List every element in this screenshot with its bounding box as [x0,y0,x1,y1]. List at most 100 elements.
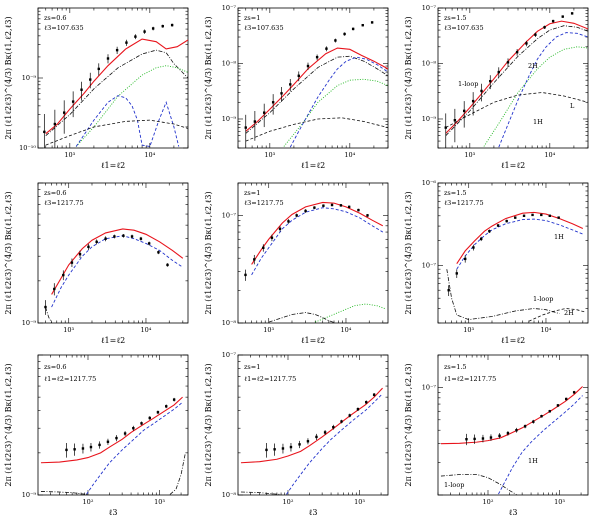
data-point [465,438,468,441]
y-tick-label: 10⁻⁸ [222,59,237,67]
series-2H [75,65,188,147]
data-point [43,130,46,134]
annotation: zs=1.5 [444,363,467,371]
y-axis-label: 2π (ℓ1ℓ2ℓ3)^(4/3) Bκ(ℓ1,ℓ2,ℓ3) [204,191,213,314]
data-point [480,237,483,241]
x-tick-label: 10⁴ [141,326,152,334]
data-point [244,273,247,277]
x-tick-label: 10³ [63,326,74,334]
series-total [251,201,384,265]
y-tick-label: 10⁻⁷ [222,211,237,219]
panel-2-1: 10² 10³ 10⁻⁷ 10⁻⁸ ℓ3 2π (ℓ1ℓ2ℓ3)^(4/3) Bκ(ℓ1,… [204,351,389,517]
annotation: ℓ3=1217.75 [44,199,84,207]
annotation: ℓ3=1217.75 [244,199,284,207]
data-point [95,240,98,244]
data-point [522,214,526,217]
x-minor-ticks [237,355,382,495]
annotation: ℓ1=ℓ2=1217.75 [444,375,496,383]
x-tick-label: 10² [283,498,294,506]
data-point [287,220,290,223]
data-point [156,411,160,414]
data-point [315,55,319,59]
x-tick-label: 10⁴ [341,326,352,334]
series-L [45,119,188,146]
annotation: ℓ3=1217.75 [444,199,484,207]
data-point [244,126,247,129]
data-point [481,437,485,440]
data-point [289,445,293,449]
data-point [370,21,374,24]
annotation: 1H [533,118,543,126]
series-total [245,47,388,132]
series-total [40,396,183,464]
data-point [98,443,101,447]
data-point [444,126,447,129]
series-total [445,20,588,134]
data-point [365,401,368,404]
y-tick-label: 10⁻⁷ [422,383,437,391]
x-axis-label: ℓ1=ℓ2 [501,161,526,170]
data-point [447,289,450,292]
data-point [97,67,100,71]
data-point [170,23,174,27]
panel-0-0: 10³ 10⁴ 10⁻¹⁰ 10⁻⁹ ℓ1=ℓ2 2π (ℓ1ℓ2ℓ3)^(4/3) Bκ… [4,7,189,170]
data-point [139,237,143,240]
y-axis-label: 2π (ℓ1ℓ2ℓ3)^(4/3) Bκ(ℓ1,ℓ2,ℓ3) [4,191,13,314]
y-tick-label: 10⁻⁹ [22,74,37,82]
series-2H [528,308,587,322]
data-point [361,23,364,27]
y-tick-label: 10⁻⁷ [422,261,437,269]
data-point [130,235,134,238]
data-point [453,119,457,122]
x-axis-label: ℓ3 [109,508,118,517]
series-1-loop [40,491,89,495]
series-1H [498,32,588,148]
axes-frame [37,354,189,496]
panel-2-2: 10² 10³ 10⁻⁷ ℓ3 2π (ℓ1ℓ2ℓ3)^(4/3) Bκ(ℓ1,ℓ2,ℓ… [404,354,589,517]
x-tick-label: 10³ [264,151,275,159]
data-point [265,448,268,452]
axes-frame [237,182,389,324]
plot-area [43,23,188,148]
y-minor-ticks [38,182,188,324]
x-tick-label: 10³ [464,151,475,159]
y-tick-label: 10⁻⁹ [22,491,37,499]
series-1H [286,393,383,495]
x-tick-label: 10⁴ [544,151,555,159]
plot-area [240,387,383,495]
series-L [445,92,588,128]
data-point [62,111,66,114]
data-point [134,35,137,38]
data-point [157,251,160,254]
data-point [343,32,346,36]
panel-1-2: 10³ 10⁴ 10⁻⁶ 10⁻⁷ ℓ1=ℓ2 2π (ℓ1ℓ2ℓ3)^(4/3) Bκ(… [404,179,589,345]
data-point [295,214,298,217]
series-1-loop [268,312,335,323]
annotation: zs=0.6 [44,14,67,22]
data-point [304,209,307,213]
data-point [44,305,47,309]
data-point [132,427,135,430]
data-point [506,432,510,435]
data-point [497,70,500,74]
y-tick-label: 10⁻⁷ [222,4,237,12]
annotation: 2H [528,62,538,70]
data-point [325,47,328,50]
data-point [140,422,143,425]
panel-1-0: 10³ 10⁴ 10⁻⁹ ℓ1=ℓ2 2π (ℓ1ℓ2ℓ3)^(4/3) Bκ(ℓ1,ℓ… [4,182,189,345]
data-point [515,429,518,432]
y-minor-ticks [438,182,588,324]
axes-frame [37,182,189,324]
plot-area [40,396,186,495]
data-point [166,263,169,267]
y-axis-label: 2π (ℓ1ℓ2ℓ3)^(4/3) Bκ(ℓ1,ℓ2,ℓ3) [404,191,413,314]
data-point [462,109,466,113]
plot-area [440,386,583,495]
annotation: zs=1.5 [444,189,467,197]
data-point [151,27,155,30]
series-1H [75,95,180,148]
series-1-loop [445,25,588,136]
y-minor-ticks [238,354,388,496]
data-point [348,414,351,417]
data-point [332,425,335,429]
